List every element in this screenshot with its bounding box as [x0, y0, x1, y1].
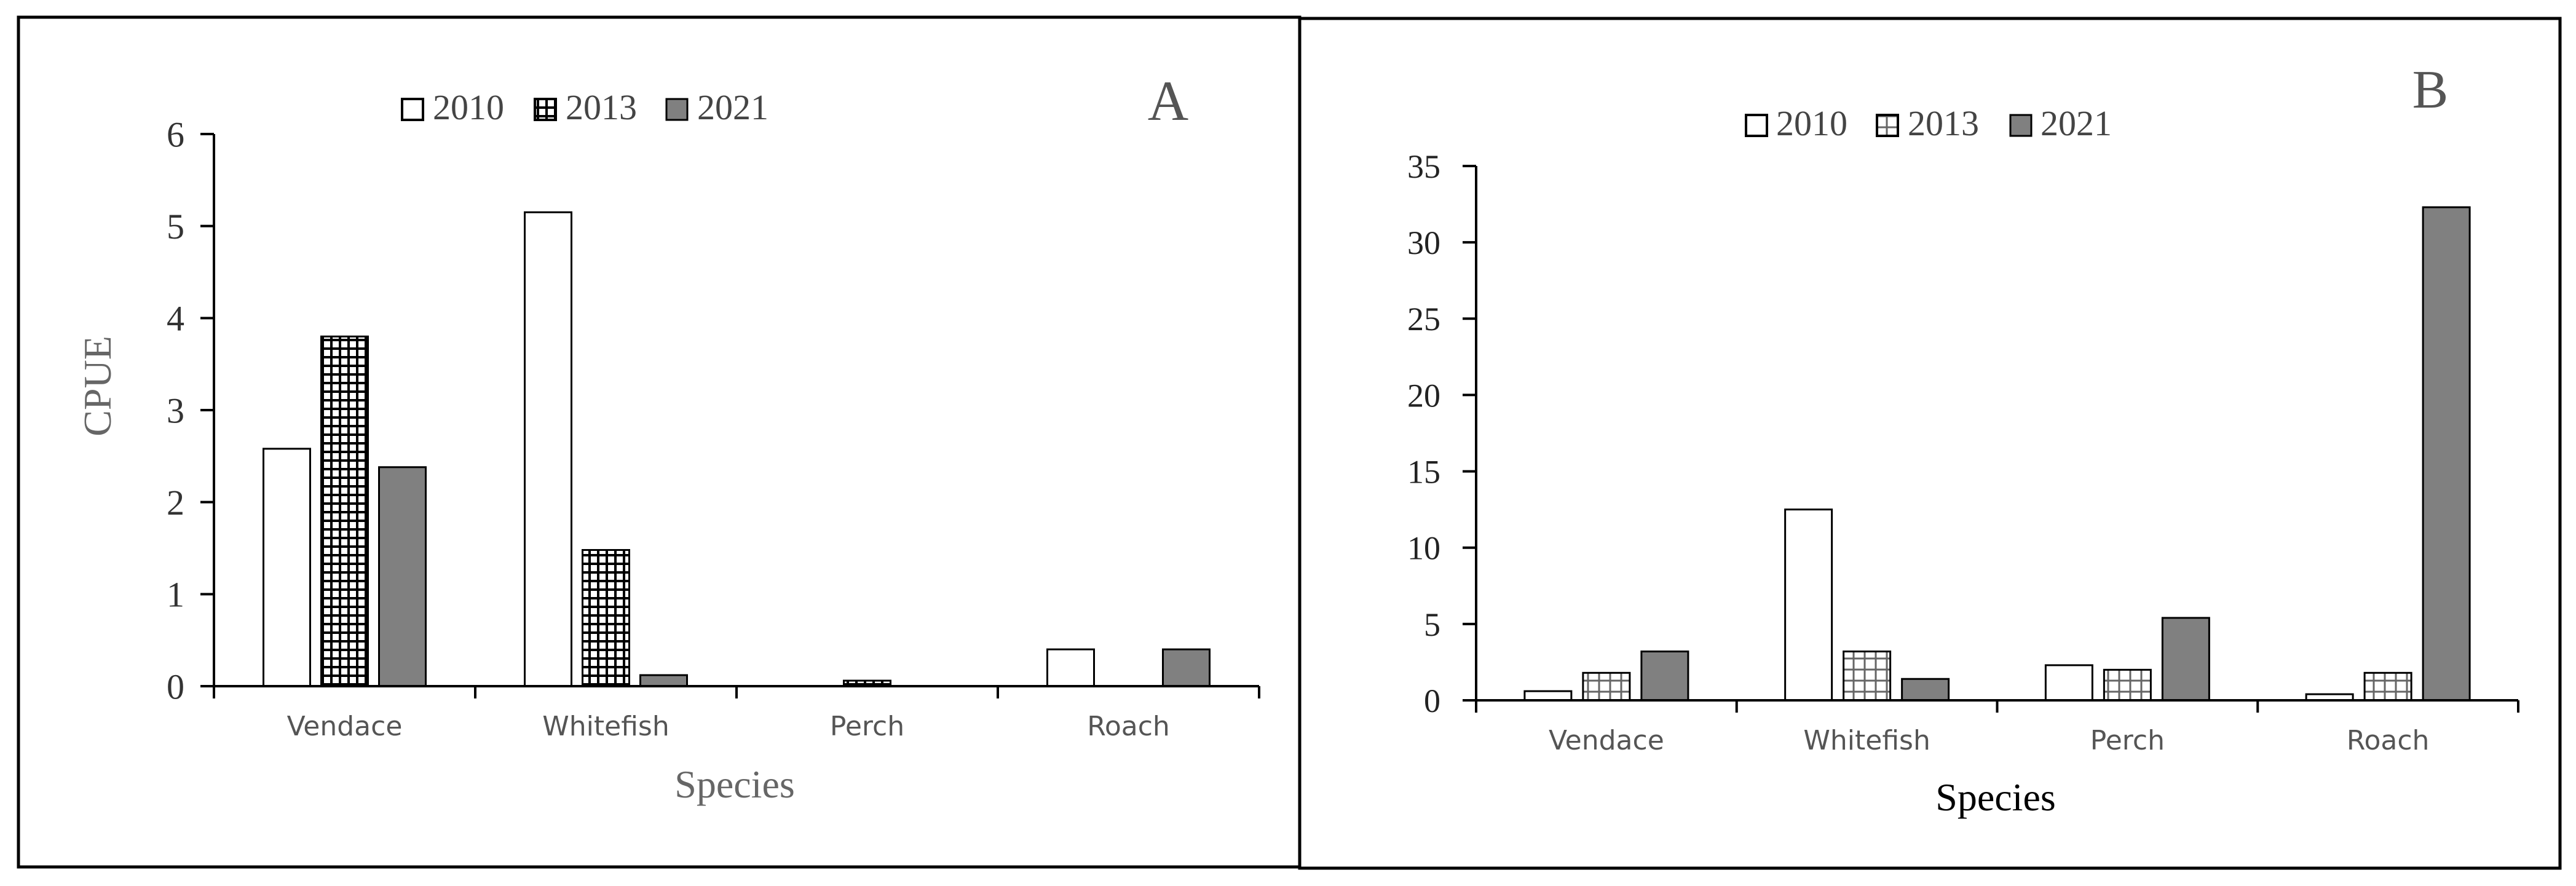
- bar-whitefish-2021: [639, 674, 688, 687]
- y-tick-label: 4: [167, 299, 184, 339]
- legend-label-2021: 2021: [697, 87, 768, 127]
- legend-swatch-2021: [2009, 114, 2033, 137]
- x-tick-label: Vendace: [1549, 725, 1664, 756]
- legend-swatch-2013: [534, 98, 557, 121]
- legend-label-2013: 2013: [1908, 103, 1979, 143]
- y-tick-label: 6: [167, 114, 184, 154]
- legend-label-2010: 2010: [1776, 103, 1847, 143]
- y-tick-label: 5: [167, 207, 184, 247]
- bar-vendace-2021: [378, 466, 427, 687]
- x-tick-label: Perch: [2090, 725, 2165, 756]
- panel-a-axes: Vendace Whitefish Perch Roach 0 1 2 3 4 5 6: [167, 114, 1260, 742]
- x-tick-label: Whitefish: [542, 711, 669, 742]
- panel-a-legend: 2010 2013 2021: [401, 87, 768, 127]
- bar-vendace-2010: [263, 448, 311, 687]
- panel-b-axes: Vendace Whitefish Perch Roach 0 5 10 15 20 25 30 35: [1407, 148, 2519, 756]
- y-tick-label: 20: [1407, 377, 1440, 414]
- x-tick-label: Perch: [830, 711, 904, 742]
- panel-a-bars: [263, 211, 1211, 687]
- x-tick-label: Whitefish: [1803, 725, 1930, 756]
- panel-b-x-axis-title: Species: [1935, 775, 2056, 819]
- legend-label-2013: 2013: [566, 87, 637, 127]
- legend-swatch-2010: [1745, 114, 1768, 137]
- y-tick-label: 15: [1407, 453, 1440, 490]
- legend-swatch-2013: [1876, 114, 1899, 137]
- x-tick-label: Roach: [1087, 711, 1170, 742]
- bar-vendace-2021: [1640, 651, 1689, 702]
- legend-label-2021: 2021: [2041, 103, 2112, 143]
- y-tick-label: 3: [167, 390, 184, 430]
- y-tick-label: 0: [1424, 682, 1440, 719]
- legend-swatch-2021: [665, 98, 689, 121]
- legend-swatch-2010: [401, 98, 424, 121]
- panel-a-x-axis-title: Species: [674, 762, 795, 806]
- bar-whitefish-2013: [1843, 651, 1892, 702]
- bar-perch-2021: [2161, 617, 2210, 702]
- bar-whitefish-2010: [1784, 508, 1833, 702]
- bar-roach-2021: [1162, 648, 1211, 687]
- panel-b-label: B: [2412, 60, 2449, 120]
- y-tick-label: 10: [1407, 530, 1440, 567]
- y-tick-label: 30: [1407, 224, 1440, 261]
- bar-vendace-2010: [1523, 690, 1573, 702]
- bar-whitefish-2010: [524, 211, 572, 687]
- panel-a-y-axis-title: CPUE: [76, 336, 119, 437]
- bar-whitefish-2013: [582, 548, 630, 687]
- x-tick-label: Roach: [2347, 725, 2430, 756]
- bar-roach-2013: [2363, 671, 2412, 702]
- panel-b-legend: 2010 2013 2021: [1745, 103, 2112, 143]
- bar-whitefish-2021: [1901, 678, 1950, 702]
- y-tick-label: 5: [1424, 606, 1440, 643]
- panel-a-frame: [17, 15, 1302, 869]
- bar-perch-2013: [2103, 668, 2152, 702]
- panel-a: A 2010 2013 2021 CPUE Species Vendace Whi…: [17, 15, 1302, 869]
- bar-vendace-2013: [320, 335, 369, 687]
- x-tick-label: Vendace: [287, 711, 403, 742]
- panel-b: B 2010 2013 2021 Species Vendace Whitefis…: [1298, 17, 2562, 870]
- bar-vendace-2013: [1582, 671, 1631, 702]
- bar-perch-2010: [2044, 664, 2093, 702]
- panel-a-label: A: [1148, 69, 1188, 132]
- bar-roach-2021: [2422, 206, 2471, 702]
- y-tick-label: 2: [167, 483, 184, 523]
- y-tick-label: 35: [1407, 148, 1440, 185]
- y-tick-label: 25: [1407, 301, 1440, 338]
- bar-roach-2010: [1046, 648, 1095, 687]
- y-tick-label: 0: [167, 666, 184, 706]
- y-tick-label: 1: [167, 575, 184, 615]
- panel-b-frame: [1298, 17, 2562, 870]
- legend-label-2010: 2010: [433, 87, 504, 127]
